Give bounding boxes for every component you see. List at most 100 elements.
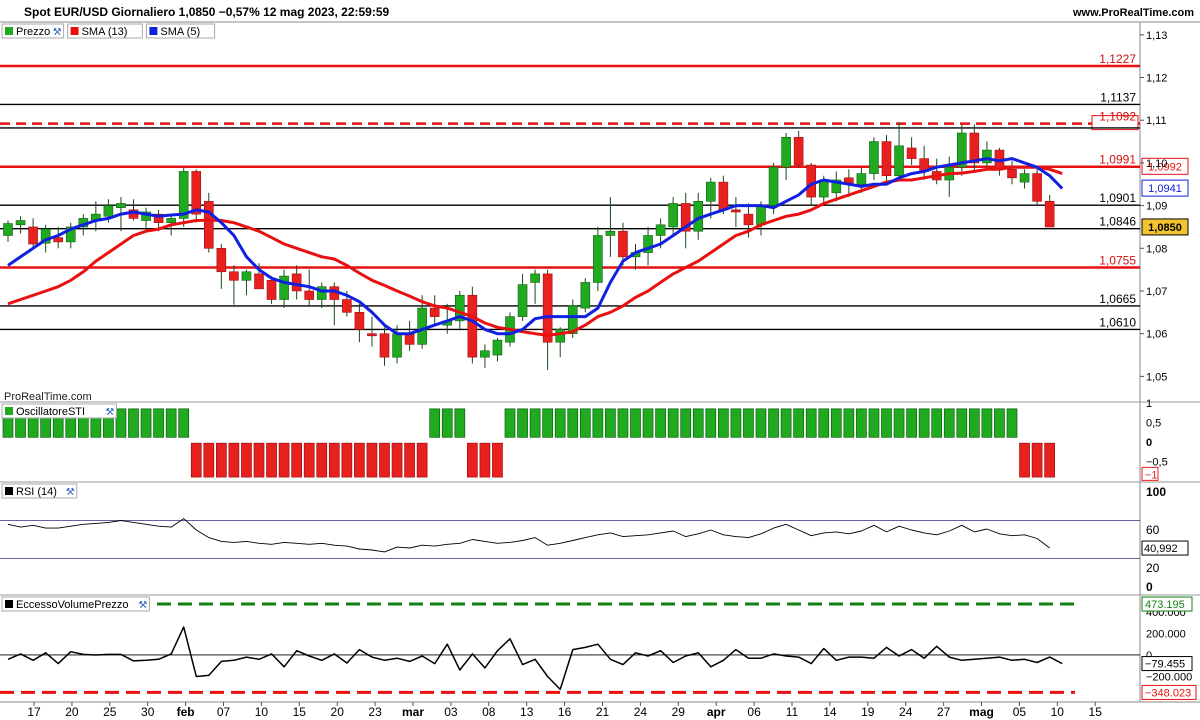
candle: [1032, 173, 1042, 202]
x-tick-label: 15: [1089, 705, 1103, 719]
y-tick-label: 1,11: [1146, 115, 1167, 127]
sti-bar: [178, 408, 190, 438]
sti-bar: [115, 408, 127, 438]
volume-panel: EccessoVolumePrezzo ⚒: [0, 596, 1140, 694]
volume-upper-label: 473.195: [1145, 599, 1185, 611]
candle: [906, 147, 917, 159]
candle: [806, 164, 817, 198]
volume-lower-label: −348.023: [1145, 687, 1191, 699]
sti-bar: [203, 442, 215, 478]
sti-bar: [780, 408, 792, 438]
sti-bar: [354, 442, 365, 478]
price-legend-swatch: [5, 27, 13, 35]
candle: [605, 230, 616, 236]
x-tick-label: 13: [520, 705, 534, 719]
rsi-badge-label: 40,992: [1144, 543, 1178, 555]
candle: [342, 299, 352, 313]
sti-bar: [554, 408, 566, 438]
sti-bar: [1044, 442, 1056, 478]
x-tick-label: feb: [177, 705, 195, 719]
candle: [668, 203, 678, 228]
sti-legend-box: [1, 403, 117, 419]
sti-bar: [529, 408, 541, 438]
volume-last-label: −79.455: [1145, 659, 1185, 671]
sti-bar: [856, 408, 867, 438]
panel-frames: [0, 21, 1200, 703]
candle: [153, 213, 164, 223]
site-link[interactable]: www.ProRealTime.com: [1072, 7, 1194, 19]
candle: [404, 333, 415, 345]
x-tick-label: 21: [596, 705, 610, 719]
sti-bar: [743, 408, 754, 438]
candle: [781, 136, 791, 168]
sti-bar: [755, 408, 767, 438]
y-tick-label: 200.000: [1146, 628, 1186, 640]
sti-bar: [567, 408, 579, 438]
y-tick-label: 1,09: [1146, 201, 1167, 213]
level-label: 1,0991: [1099, 153, 1136, 167]
price-legend-label: Prezzo: [16, 26, 50, 38]
level-label: 1,1137: [1100, 90, 1136, 104]
candle: [204, 201, 214, 249]
sti-bar: [266, 442, 277, 478]
chart-title: Spot EUR/USD Giornaliero 1,0850 −0,57% 1…: [24, 5, 390, 19]
sti-bar: [655, 408, 666, 438]
x-tick-label: 29: [672, 705, 686, 719]
y-tick-label: 1: [1146, 398, 1152, 410]
level-label: 1,0755: [1099, 254, 1136, 268]
x-tick-label: 06: [747, 705, 761, 719]
candle: [831, 179, 842, 194]
sti-bar: [642, 408, 654, 438]
candle: [15, 220, 26, 226]
x-tick-label: 24: [634, 705, 648, 719]
sti-bar: [667, 408, 679, 438]
sti-bar: [881, 408, 892, 438]
wrench-icon: ⚒: [66, 487, 75, 498]
level-label: 1,0846: [1099, 215, 1136, 229]
level-label: 1,0901: [1099, 191, 1136, 205]
sti-bar: [605, 408, 616, 438]
candle: [1019, 173, 1030, 183]
rsi-line: [7, 518, 1050, 553]
price-badge: [1141, 218, 1189, 236]
y-tick-label: 1,06: [1146, 329, 1167, 341]
y-tick-label: 0: [1146, 580, 1153, 594]
x-tick-label: mar: [402, 705, 424, 719]
sti-bar: [994, 408, 1005, 438]
rsi-legend-swatch: [5, 487, 13, 495]
sti-bar: [441, 408, 453, 438]
sti-bar: [680, 408, 692, 438]
sti-bar: [241, 442, 252, 478]
y-tick-label: 20: [1146, 561, 1160, 575]
candle: [216, 247, 227, 273]
sti-bar: [416, 442, 428, 478]
candle: [956, 132, 967, 168]
y-tick-label: 0: [1146, 650, 1152, 662]
candle: [881, 141, 892, 177]
sti-bar: [165, 408, 177, 438]
sti-bar: [303, 442, 315, 478]
sma13-line: [7, 165, 1063, 337]
volume-upper-badge: [1141, 596, 1193, 612]
sti-bar: [1031, 442, 1043, 478]
level-label: 1,1092: [1099, 110, 1136, 124]
sti-bar: [128, 408, 139, 438]
candle: [705, 181, 716, 202]
candle: [116, 203, 126, 209]
sti-bar: [542, 408, 554, 438]
sti-bar: [253, 442, 265, 478]
candle: [254, 273, 264, 290]
level-label-box: [1091, 115, 1139, 131]
x-tick-label: 03: [444, 705, 458, 719]
sti-bar: [617, 408, 629, 438]
candle: [743, 213, 754, 226]
sti-bar: [579, 408, 591, 438]
candle: [354, 312, 365, 330]
rsi-legend-box: [1, 483, 78, 499]
candle: [793, 136, 804, 166]
sti-bar: [630, 408, 641, 438]
sti-bar: [517, 408, 528, 438]
candle: [492, 339, 503, 356]
price-badge-label: 1,0992: [1148, 161, 1182, 173]
